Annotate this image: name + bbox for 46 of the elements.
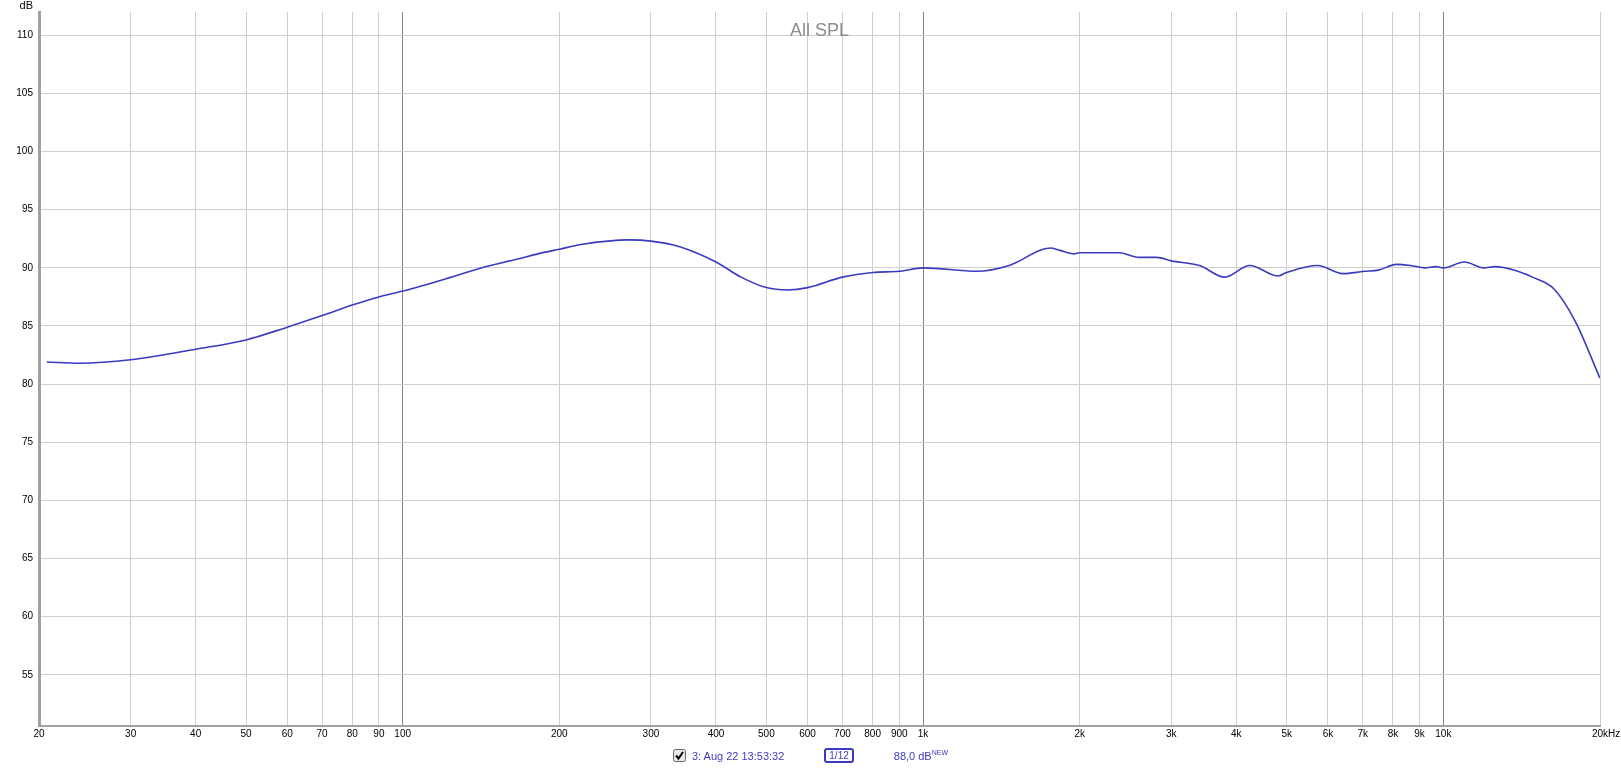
x-tick-label: 2k: [1074, 727, 1086, 739]
x-tick-label: 80: [346, 727, 359, 739]
x-tick-label: 6k: [1322, 727, 1335, 739]
x-tick-label: 70: [316, 727, 329, 739]
x-tick-label: 60: [281, 727, 294, 739]
x-tick-label: 4k: [1231, 727, 1243, 739]
x-tick-label: 1k: [917, 727, 930, 739]
y-tick-label: 95: [21, 203, 34, 215]
x-tick-label: 90: [373, 727, 385, 739]
x-tick-label: 300: [642, 727, 660, 739]
x-tick-label: 900: [890, 727, 908, 739]
x-tick-label: 100: [394, 727, 412, 739]
x-tick-label: 50: [240, 727, 253, 739]
x-tick-label: 20: [33, 727, 45, 739]
x-tick-label: 700: [834, 727, 852, 739]
x-tick-label: 800: [864, 727, 882, 739]
x-tick-label: 30: [125, 727, 137, 739]
y-tick-label: 70: [21, 494, 34, 506]
x-tick-label: 40: [190, 727, 202, 739]
text: 3: Aug 22 13:53:32: [691, 749, 785, 762]
y-tick-label: 60: [21, 610, 34, 622]
text: 88,0 dB$^{NEW}$: [893, 749, 949, 762]
y-tick-label: 75: [21, 436, 34, 448]
y-tick-label: 85: [21, 319, 34, 331]
x-tick-label: 7k: [1357, 727, 1370, 739]
x-tick-label: 9k: [1414, 727, 1426, 739]
x-tick-label: 8k: [1387, 727, 1400, 739]
y-tick-label: 80: [21, 377, 34, 389]
y-tick-label: 90: [21, 261, 34, 273]
x-tick-label: 200: [550, 727, 569, 739]
x-axis-title: Hz: [1608, 727, 1621, 739]
x-tick-label: 500: [758, 727, 776, 739]
x-tick-label: 600: [799, 727, 817, 739]
y-tick-label: 105: [16, 87, 34, 99]
y-tick-label: 55: [21, 668, 34, 680]
x-tick-label: 400: [707, 727, 725, 739]
y-tick-label: 65: [21, 552, 34, 564]
x-tick-label: 10k: [1435, 727, 1453, 739]
text: 1/12: [824, 748, 854, 763]
chart-title: All SPL: [789, 19, 850, 40]
y-tick-label: 110: [17, 29, 34, 41]
x-tick-label: 5k: [1281, 727, 1294, 739]
y-axis-title: dB: [19, 0, 33, 11]
x-tick-label: 20k: [1591, 727, 1610, 739]
y-tick-label: 100: [16, 145, 34, 157]
x-tick-label: 3k: [1166, 727, 1178, 739]
